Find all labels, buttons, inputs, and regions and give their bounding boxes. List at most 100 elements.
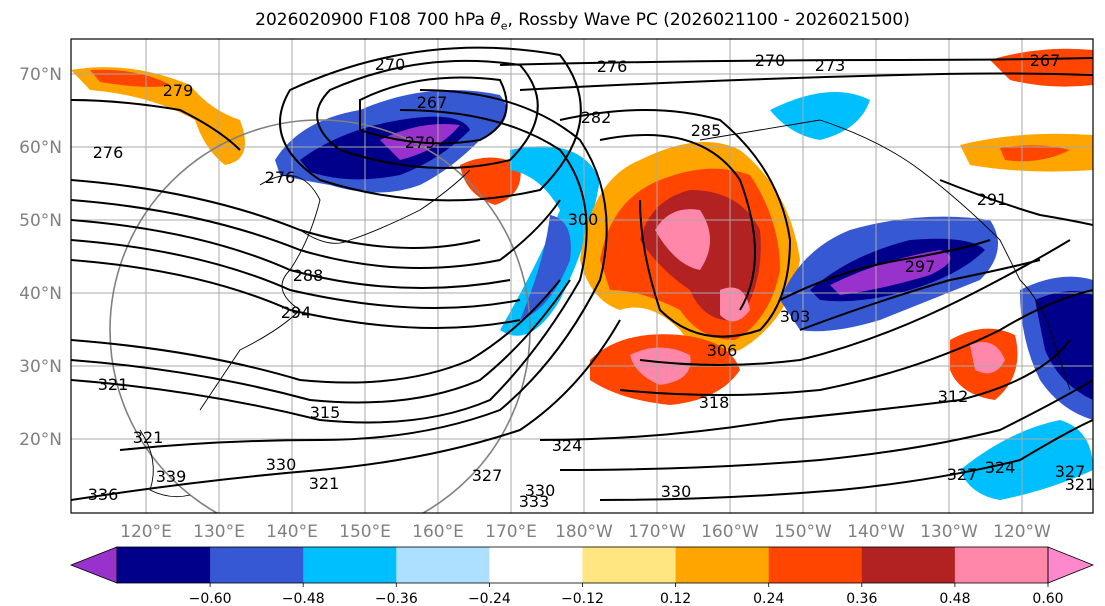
- contour-label: 294: [281, 303, 312, 322]
- colorbar-tick-label: 0.24: [753, 591, 784, 606]
- positive-anomaly-region: [1000, 145, 1070, 162]
- contour-label: 273: [815, 56, 846, 75]
- contour-line: [71, 99, 241, 151]
- negative-anomaly-region: [520, 215, 571, 320]
- contour-label: 321: [309, 474, 340, 493]
- contour-line: [71, 219, 511, 289]
- contour-line: [599, 419, 1093, 501]
- colorbar-tick-label: −0.24: [468, 591, 511, 606]
- graticule: [71, 39, 1093, 513]
- longitude-label: 120°E: [120, 522, 172, 542]
- contour-line: [519, 72, 1093, 91]
- contour-line: [939, 179, 1093, 226]
- contour-label: 330: [525, 481, 556, 500]
- contour-label: 297: [905, 257, 936, 276]
- colorbar: −0.60 −0.48 −0.36 −0.24 −0.12 0.12 0.24 0.36 0.4…: [69, 546, 1095, 606]
- contour-line: [71, 109, 588, 424]
- contour-label: 324: [985, 458, 1016, 477]
- contour-labels: 270 270 273 276 279 267 279 276 267 282 285 276 288 2…: [88, 51, 1096, 511]
- colorbar-segment: [954, 547, 1049, 583]
- contour-label: 279: [163, 81, 194, 100]
- longitude-label: 140°E: [266, 522, 318, 542]
- longitude-label: 170°W: [628, 522, 686, 542]
- contour-label: 321: [1065, 475, 1096, 494]
- contour-label: 300: [568, 210, 599, 229]
- contour-line: [779, 239, 991, 301]
- contour-label: 276: [265, 168, 296, 187]
- longitude-label: 180°W: [555, 522, 613, 542]
- plot-frame: [70, 38, 1094, 514]
- contour-label: 324: [552, 436, 583, 455]
- negative-anomaly-region: [960, 420, 1093, 500]
- contour-line: [499, 57, 1093, 66]
- projection-outline: [109, 119, 531, 513]
- longitude-label: 170°E: [485, 522, 537, 542]
- contour-label: 276: [93, 143, 124, 162]
- contour-line: [279, 46, 582, 202]
- contour-label: 333: [519, 492, 550, 511]
- negative-anomaly-region: [770, 92, 870, 140]
- contour-label: 267: [417, 93, 448, 112]
- contour-line: [71, 239, 521, 309]
- colorbar-segment: [117, 547, 211, 583]
- colorbar-segment: [210, 547, 304, 583]
- negative-anomaly-region: [830, 250, 951, 295]
- contour-label: 270: [375, 55, 406, 74]
- colorbar-tick-label: 0.12: [660, 591, 691, 606]
- contour-label: 276: [597, 57, 628, 76]
- contour-label: 267: [1030, 51, 1061, 70]
- contour-line: [619, 289, 1093, 396]
- contour-label: 336: [88, 485, 119, 504]
- contour-label: 330: [266, 455, 297, 474]
- north-american-west-coast: [1019, 279, 1071, 391]
- latitude-labels: 70°N 60°N 50°N 40°N 30°N 20°N: [19, 65, 62, 450]
- contour-label: 288: [293, 266, 324, 285]
- map-title: 2026020900 F108 700 hPa θe, Rossby Wave …: [255, 10, 910, 33]
- longitude-label: 150°E: [339, 522, 391, 542]
- contour-line: [799, 259, 1041, 331]
- longitude-label: 130°E: [193, 522, 245, 542]
- negative-anomaly-region: [1035, 291, 1093, 400]
- latitude-label: 20°N: [19, 430, 62, 450]
- latitude-label: 50°N: [19, 211, 62, 231]
- contour-line: [119, 89, 608, 451]
- contour-label: 315: [310, 403, 341, 422]
- longitude-labels: 120°E 130°E 140°E 150°E 160°E 170°E 180°W 170°W…: [120, 522, 1051, 542]
- contour-line: [559, 379, 1093, 471]
- contour-line: [559, 109, 792, 338]
- longitude-label: 150°W: [774, 522, 832, 542]
- contour-line: [71, 259, 521, 329]
- theta-e-contours: [71, 46, 1093, 501]
- contour-label: 306: [707, 341, 738, 360]
- contour-line: [71, 179, 481, 249]
- contour-label: 303: [780, 307, 811, 326]
- contour-line: [71, 279, 561, 384]
- contour-line: [359, 76, 508, 145]
- colorbar-tick-label: −0.48: [282, 591, 325, 606]
- contour-label: 321: [98, 375, 129, 394]
- contour-label: 327: [1055, 462, 1086, 481]
- longitude-label: 160°E: [412, 522, 464, 542]
- contour-label: 282: [581, 108, 612, 127]
- longitude-label: 160°W: [701, 522, 759, 542]
- colorbar-segment: [582, 547, 677, 583]
- contour-label: 279: [405, 133, 436, 152]
- colorbar-tick-label: 0.36: [846, 591, 877, 606]
- positive-anomaly-region: [720, 287, 750, 322]
- positive-anomaly-region: [71, 67, 245, 165]
- contour-label: 330: [661, 482, 692, 501]
- alaska-coastline: [699, 119, 1021, 281]
- colorbar-extend-min: [69, 546, 118, 584]
- contour-label: 270: [755, 51, 786, 70]
- contour-label: 327: [472, 466, 503, 485]
- colorbar-tick-label: −0.60: [189, 591, 232, 606]
- contour-line: [599, 134, 756, 311]
- positive-anomaly-region: [655, 209, 710, 270]
- contour-line: [639, 239, 1071, 366]
- contour-label: 312: [938, 387, 969, 406]
- longitude-label: 120°W: [993, 522, 1051, 542]
- contour-line: [71, 199, 561, 269]
- longitude-label: 140°W: [847, 522, 905, 542]
- colorbar-segment: [768, 547, 863, 583]
